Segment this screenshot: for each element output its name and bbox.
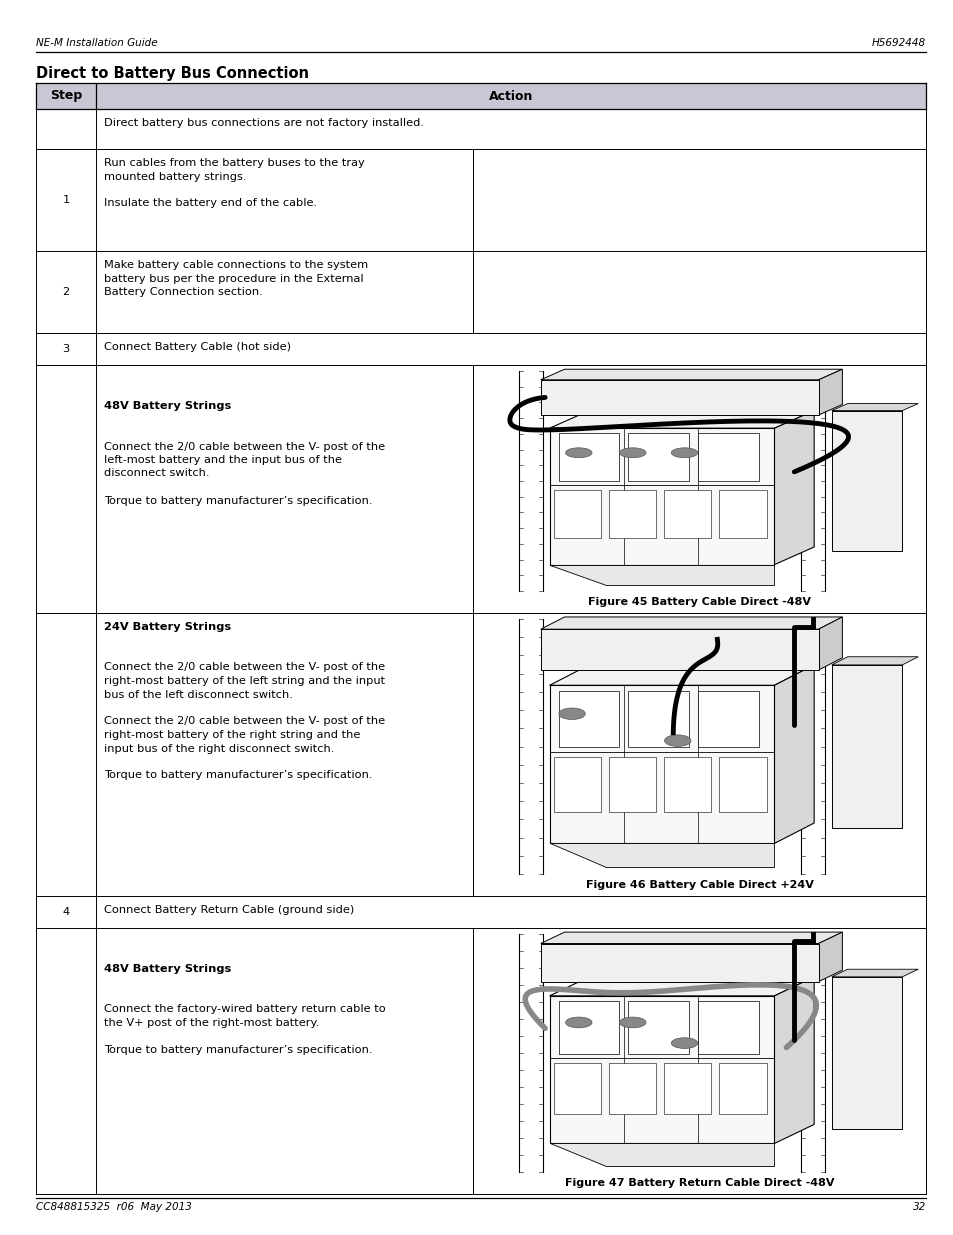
Polygon shape bbox=[549, 664, 813, 685]
Text: Torque to battery manufacturer’s specification.: Torque to battery manufacturer’s specifi… bbox=[104, 1045, 372, 1055]
Bar bbox=[540, 944, 818, 982]
Polygon shape bbox=[774, 664, 813, 844]
Ellipse shape bbox=[671, 1037, 697, 1049]
Text: Make battery cable connections to the system: Make battery cable connections to the sy… bbox=[104, 261, 368, 270]
Text: Connect Battery Cable (hot side): Connect Battery Cable (hot side) bbox=[104, 342, 291, 352]
Text: left-most battery and the input bus of the: left-most battery and the input bus of t… bbox=[104, 454, 341, 466]
Text: 1: 1 bbox=[62, 195, 70, 205]
Bar bbox=[698, 432, 758, 482]
Text: Battery Connection section.: Battery Connection section. bbox=[104, 287, 262, 296]
Polygon shape bbox=[818, 618, 841, 671]
Text: Torque to battery manufacturer’s specification.: Torque to battery manufacturer’s specifi… bbox=[104, 495, 372, 505]
Bar bbox=[831, 410, 902, 551]
Bar bbox=[540, 380, 818, 415]
Bar bbox=[663, 1063, 711, 1114]
Bar bbox=[36, 83, 925, 109]
Bar bbox=[719, 1063, 766, 1114]
Bar bbox=[663, 490, 711, 537]
Bar bbox=[698, 690, 758, 747]
Text: Figure 46 Battery Cable Direct +24V: Figure 46 Battery Cable Direct +24V bbox=[585, 881, 813, 890]
Ellipse shape bbox=[671, 448, 697, 458]
Text: 48V Battery Strings: 48V Battery Strings bbox=[104, 965, 231, 974]
Bar bbox=[719, 490, 766, 537]
Text: Step: Step bbox=[50, 89, 82, 103]
Text: Connect the factory-wired battery return cable to: Connect the factory-wired battery return… bbox=[104, 1004, 385, 1014]
Text: NE-M Installation Guide: NE-M Installation Guide bbox=[36, 38, 157, 48]
Polygon shape bbox=[818, 369, 841, 415]
Bar bbox=[558, 690, 618, 747]
Bar bbox=[554, 757, 600, 813]
Polygon shape bbox=[540, 932, 841, 944]
Ellipse shape bbox=[558, 708, 585, 720]
Polygon shape bbox=[831, 404, 918, 410]
Text: Connect the 2/0 cable between the V- post of the: Connect the 2/0 cable between the V- pos… bbox=[104, 662, 385, 673]
Text: Direct battery bus connections are not factory installed.: Direct battery bus connections are not f… bbox=[104, 119, 423, 128]
Text: Connect the 2/0 cable between the V- post of the: Connect the 2/0 cable between the V- pos… bbox=[104, 441, 385, 452]
Text: Connect the 2/0 cable between the V- post of the: Connect the 2/0 cable between the V- pos… bbox=[104, 716, 385, 726]
Text: 3: 3 bbox=[62, 345, 70, 354]
Polygon shape bbox=[540, 618, 841, 629]
Text: mounted battery strings.: mounted battery strings. bbox=[104, 172, 246, 182]
Ellipse shape bbox=[664, 735, 690, 746]
Bar bbox=[609, 490, 656, 537]
Bar bbox=[558, 432, 618, 482]
Bar bbox=[549, 995, 774, 1144]
Bar bbox=[554, 1063, 600, 1114]
Text: 32: 32 bbox=[912, 1202, 925, 1212]
Polygon shape bbox=[818, 932, 841, 982]
Bar bbox=[831, 977, 902, 1129]
Bar bbox=[719, 757, 766, 813]
Bar bbox=[609, 757, 656, 813]
Text: Direct to Battery Bus Connection: Direct to Battery Bus Connection bbox=[36, 65, 309, 82]
Polygon shape bbox=[549, 410, 813, 429]
Bar bbox=[628, 690, 688, 747]
Text: right-most battery of the left string and the input: right-most battery of the left string an… bbox=[104, 676, 385, 685]
Bar bbox=[663, 757, 711, 813]
Polygon shape bbox=[774, 410, 813, 564]
Text: battery bus per the procedure in the External: battery bus per the procedure in the Ext… bbox=[104, 273, 363, 284]
Bar bbox=[540, 629, 818, 671]
Bar bbox=[549, 429, 774, 564]
Text: bus of the left disconnect switch.: bus of the left disconnect switch. bbox=[104, 689, 293, 699]
Bar bbox=[609, 1063, 656, 1114]
Bar bbox=[628, 1000, 688, 1053]
Text: CC848815325  r06  May 2013: CC848815325 r06 May 2013 bbox=[36, 1202, 192, 1212]
Polygon shape bbox=[549, 564, 774, 585]
Polygon shape bbox=[549, 977, 813, 995]
Text: Figure 45 Battery Cable Direct -48V: Figure 45 Battery Cable Direct -48V bbox=[587, 597, 810, 606]
Bar bbox=[698, 1000, 758, 1053]
Text: Connect Battery Return Cable (ground side): Connect Battery Return Cable (ground sid… bbox=[104, 905, 354, 915]
Polygon shape bbox=[774, 977, 813, 1144]
Bar bbox=[831, 664, 902, 829]
Bar bbox=[628, 432, 688, 482]
Text: 2: 2 bbox=[62, 287, 70, 296]
Polygon shape bbox=[549, 1144, 774, 1166]
Bar bbox=[558, 1000, 618, 1053]
Text: Torque to battery manufacturer’s specification.: Torque to battery manufacturer’s specifi… bbox=[104, 771, 372, 781]
Ellipse shape bbox=[618, 448, 645, 458]
Polygon shape bbox=[549, 844, 774, 867]
Polygon shape bbox=[831, 657, 918, 664]
Text: Action: Action bbox=[488, 89, 533, 103]
Polygon shape bbox=[831, 969, 918, 977]
Text: Figure 47 Battery Return Cable Direct -48V: Figure 47 Battery Return Cable Direct -4… bbox=[564, 1178, 833, 1188]
Text: 48V Battery Strings: 48V Battery Strings bbox=[104, 401, 231, 411]
Text: 4: 4 bbox=[62, 906, 70, 918]
Ellipse shape bbox=[565, 448, 592, 458]
Text: disconnect switch.: disconnect switch. bbox=[104, 468, 210, 478]
Ellipse shape bbox=[565, 1018, 592, 1028]
Text: Run cables from the battery buses to the tray: Run cables from the battery buses to the… bbox=[104, 158, 364, 168]
Polygon shape bbox=[540, 369, 841, 380]
Text: H5692448: H5692448 bbox=[871, 38, 925, 48]
Text: input bus of the right disconnect switch.: input bus of the right disconnect switch… bbox=[104, 743, 334, 753]
Ellipse shape bbox=[618, 1018, 645, 1028]
Text: the V+ post of the right-most battery.: the V+ post of the right-most battery. bbox=[104, 1018, 319, 1028]
Bar bbox=[554, 490, 600, 537]
Text: 24V Battery Strings: 24V Battery Strings bbox=[104, 622, 231, 632]
Bar bbox=[549, 685, 774, 844]
Text: right-most battery of the right string and the: right-most battery of the right string a… bbox=[104, 730, 360, 740]
Text: Insulate the battery end of the cable.: Insulate the battery end of the cable. bbox=[104, 199, 316, 209]
